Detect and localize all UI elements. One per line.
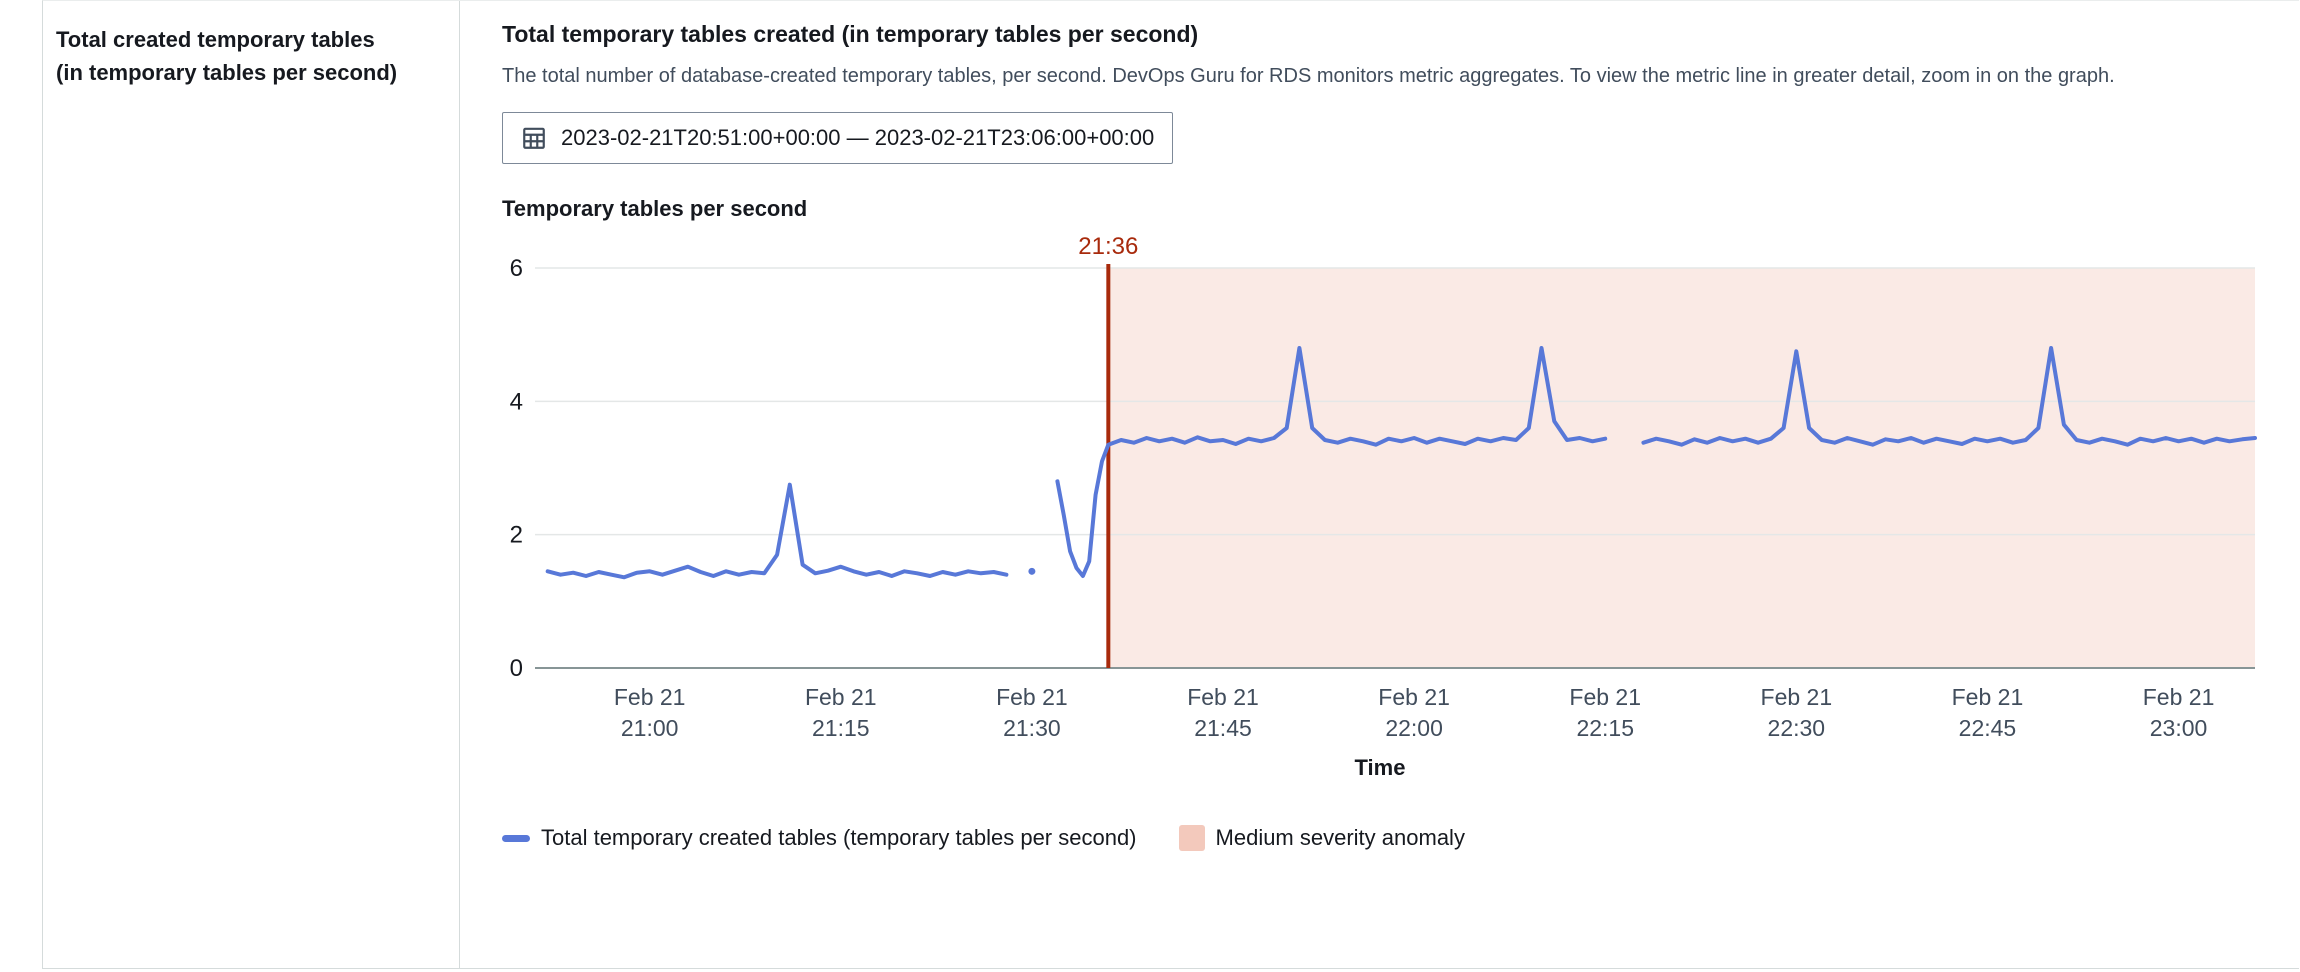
series-legend-item[interactable]: Total temporary created tables (temporar… [502,825,1137,851]
anomaly-start-time-label: 21:36 [1078,233,1138,260]
metric-line [1641,346,2257,447]
x-tick-label: 22:30 [1768,715,1826,741]
metric-name-label: Total created temporary tables (in tempo… [56,27,398,85]
x-tick-label: 22:00 [1385,715,1443,741]
series-legend-swatch [502,834,530,842]
x-tick-label: 21:15 [812,715,870,741]
x-tick-label: Feb 21 [1378,684,1450,710]
x-tick-label: 22:15 [1576,715,1634,741]
chart-title: Temporary tables per second [502,196,808,221]
x-tick-label: Feb 21 [996,684,1068,710]
metric-line [1055,346,1608,578]
anomaly-legend-item[interactable]: Medium severity anomaly [1137,825,1465,851]
x-tick-label: Feb 21 [1952,684,2024,710]
anomaly-legend-swatch [1178,825,1205,851]
x-tick-label: 22:45 [1959,715,2017,741]
x-tick-label: 21:00 [621,715,679,741]
metric-point [1028,567,1036,575]
x-tick-label: 21:45 [1194,715,1252,741]
calendar-icon [521,125,547,151]
x-tick-label: Feb 21 [2143,684,2215,710]
x-tick-label: Feb 21 [614,684,686,710]
x-tick-label: 21:30 [1003,715,1061,741]
anomaly-region [1108,268,2255,668]
time-range-picker[interactable]: 2023-02-21T20:51:00+00:00 — 2023-02-21T2… [502,112,1174,164]
metric-line [545,482,1009,580]
x-tick-label: Feb 21 [1761,684,1833,710]
y-tick-label: 6 [510,255,523,282]
y-tick-label: 4 [510,388,523,415]
x-tick-label: Feb 21 [1187,684,1259,710]
time-range-value: 2023-02-21T20:51:00+00:00 — 2023-02-21T2… [561,125,1155,150]
y-tick-label: 0 [510,655,523,682]
x-tick-label: Feb 21 [1569,684,1641,710]
x-tick-label: 23:00 [2150,715,2208,741]
metric-detail-panel: Total temporary tables created (in tempo… [460,1,2299,968]
metric-chart[interactable]: 0 2 4 6 Feb 21 21:00 Feb 21 21:15 Feb 21 21:30 Feb… [502,228,2259,755]
section-title: Total temporary tables created (in tempo… [502,21,1199,47]
metric-line-chart[interactable]: 0 2 4 6 Feb 21 21:00 Feb 21 21:15 Feb 21 21:30 Feb… [502,228,2258,755]
x-axis-title: Time [1354,755,1406,780]
metric-name-column: Total created temporary tables (in tempo… [43,1,460,968]
anomaly-legend-label: Medium severity anomaly [1215,825,1465,850]
series-legend-label: Total temporary created tables (temporar… [541,825,1137,850]
section-description: The total number of database-created tem… [502,65,2115,87]
metric-detail-row: Total created temporary tables (in tempo… [42,0,2299,969]
x-tick-label: Feb 21 [805,684,877,710]
chart-legend: Total temporary created tables (temporar… [502,825,2259,851]
y-tick-label: 2 [510,522,523,549]
